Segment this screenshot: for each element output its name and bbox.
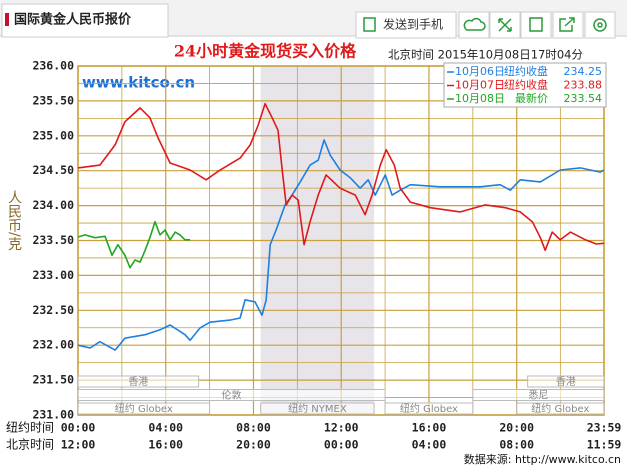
session-bar: [527, 375, 605, 388]
y-tick-label: 232.50: [32, 303, 74, 317]
session-bar: [77, 402, 211, 415]
legend-box: [443, 62, 607, 108]
y-tick-label: 235.50: [32, 93, 74, 107]
y-tick-label: 233.50: [32, 233, 74, 247]
x-row-label: 北京时间: [6, 438, 54, 452]
legend-note: 最新价: [515, 91, 548, 105]
legend-note: 纽约收盘: [504, 64, 548, 78]
x2-tick-label: 08:00: [499, 438, 534, 452]
watermark: www.kitco.cn: [82, 74, 195, 92]
legend-note: 纽约收盘: [504, 78, 548, 92]
y-tick-label: 233.00: [32, 268, 74, 282]
x-tick-label: 16:00: [412, 421, 447, 435]
session-label: 悉尼: [528, 390, 548, 402]
legend-name: 10月08日: [455, 92, 505, 105]
session-label: 纽约 Globex: [400, 402, 458, 415]
legend-value: 234.25: [564, 65, 603, 78]
x-tick-label: 12:00: [324, 421, 359, 435]
session-label: 纽约 Globex: [531, 402, 589, 415]
legend-name: 10月06日: [455, 65, 505, 78]
settings-button[interactable]: [584, 11, 616, 39]
series-line: [77, 220, 191, 269]
plot-frame: [77, 65, 605, 416]
legend: 10月06日 纽约收盘 234.25 10月07日 纽约收盘 233.88 10月08日 最新…: [443, 62, 607, 108]
session-bar: [472, 389, 605, 401]
session-bar: [384, 402, 474, 415]
send-button[interactable]: 发送到手机: [355, 11, 457, 39]
share-icon: [559, 17, 575, 32]
button-frame: [355, 11, 457, 39]
settings-icon-core: [597, 22, 603, 28]
tab-title: 国际黄金人民币报价: [14, 12, 132, 28]
x-tick-label: 23:59: [587, 421, 622, 435]
legend-value: 233.54: [564, 92, 603, 105]
tab[interactable]: [1, 3, 169, 38]
subtitle: 北京时间 2015年10月08日17时04分: [388, 48, 583, 62]
save-icon: [529, 17, 543, 32]
settings-icon: [593, 18, 607, 32]
x2-tick-label: 11:59: [587, 438, 622, 452]
source: 数据来源: http://www.kitco.cn: [464, 452, 621, 466]
session-label: 香港: [556, 376, 576, 388]
y-tick-label: 236.00: [32, 59, 74, 73]
y-tick-label: 232.00: [32, 338, 74, 352]
x2-tick-label: 20:00: [236, 438, 271, 452]
expand-icon: [498, 18, 512, 32]
tab-marker: [5, 13, 9, 26]
y-tick-label: 234.00: [32, 198, 74, 212]
x2-tick-label: 00:00: [324, 438, 359, 452]
y-tick-label: 231.50: [32, 373, 74, 387]
chart-title: 24小时黄金现货买入价格: [174, 42, 357, 61]
x-tick-label: 08:00: [236, 421, 271, 435]
x-row-label: 纽约时间: [6, 420, 54, 435]
session-bar: [77, 389, 386, 401]
y-tick-label: 231.00: [32, 408, 74, 422]
x-tick-label: 20:00: [499, 421, 534, 435]
x2-tick-label: 16:00: [148, 438, 183, 452]
button-label: 发送到手机: [383, 17, 443, 32]
session-bar: [260, 402, 375, 415]
y-tick-label: 235.00: [32, 128, 74, 142]
session-label: 香港: [128, 376, 148, 388]
legend-name: 10月07日: [455, 79, 505, 92]
session-bar: [77, 375, 200, 388]
toolbar-icons: [458, 11, 616, 39]
save-button[interactable]: [520, 11, 552, 39]
x2-tick-label: 12:00: [61, 438, 96, 452]
session-bar: [516, 402, 605, 415]
icon: [363, 17, 376, 32]
x-tick-label: 00:00: [61, 421, 96, 435]
y-tick-label: 234.50: [32, 163, 74, 177]
cloud-icon: [463, 17, 486, 31]
session-label: 纽约 NYMEX: [288, 402, 347, 415]
legend-value: 233.88: [564, 79, 603, 92]
x2-tick-label: 04:00: [412, 438, 447, 452]
share-button[interactable]: [552, 11, 584, 39]
series-line: [77, 139, 605, 351]
series-line: [77, 102, 605, 252]
session-label: 伦敦: [222, 389, 242, 402]
y-axis-label: 人民币/克: [6, 190, 22, 252]
x-tick-label: 04:00: [148, 421, 183, 435]
session-label: 纽约 Globex: [115, 402, 173, 415]
